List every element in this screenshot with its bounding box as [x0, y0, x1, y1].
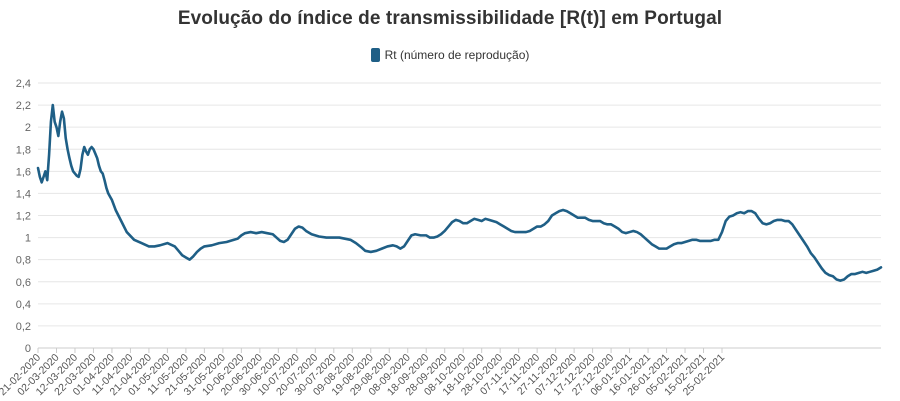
series-line-rt [36, 103, 883, 282]
y-axis: 0 0,2 0,4 0,6 0,8 1 1,2 1,4 1,6 1,8 2 2,2 2,4 [16, 78, 31, 355]
y-tick-label: 1,8 [16, 144, 31, 156]
y-tick-label: 2,2 [16, 100, 31, 112]
y-tick-label: 0,4 [16, 299, 31, 311]
y-tick-label: 0,8 [16, 255, 31, 267]
legend-label: Rt (número de reprodução) [384, 48, 530, 62]
chart-title: Evolução do índice de transmissibilidade… [177, 8, 723, 29]
y-tick-label: 2,4 [16, 78, 31, 90]
series-layer [36, 103, 883, 282]
y-tick-label: 1,6 [16, 166, 31, 178]
y-tick-label: 0,6 [16, 277, 31, 289]
y-tick-label: 0,2 [16, 321, 31, 333]
grid-lines [38, 82, 881, 349]
x-axis: 21-02-202002-03-202012-03-202022-03-2020… [0, 348, 727, 398]
legend-swatch [370, 48, 380, 62]
y-tick-label: 1,2 [16, 211, 31, 223]
y-tick-label: 1 [25, 233, 31, 245]
y-tick-label: 1,4 [16, 188, 31, 200]
y-tick-label: 0 [25, 343, 31, 355]
chart-legend[interactable]: Rt (número de reprodução) [0, 48, 900, 62]
y-tick-label: 2 [25, 122, 31, 134]
